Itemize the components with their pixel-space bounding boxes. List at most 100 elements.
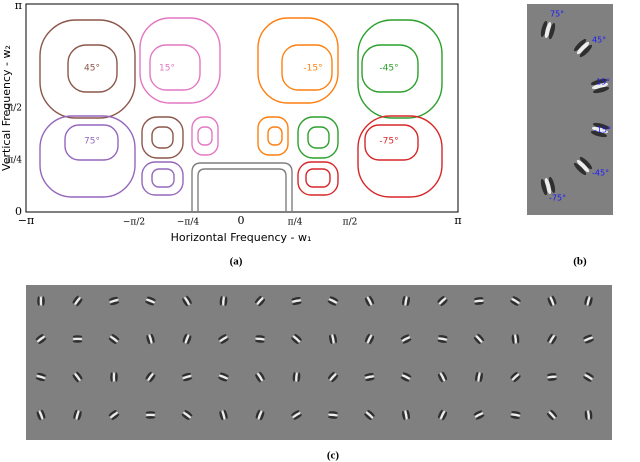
gabor-stripe [547,333,553,342]
gabor-patch [218,372,229,382]
gabor-stripe [549,334,555,344]
gabor-patch [145,296,156,306]
gabor-stripe [39,296,43,306]
gabor-stripe [364,413,372,421]
gabor-stripe [367,409,375,417]
gabor-stripe [327,371,335,380]
gabor-stripe [150,333,155,343]
contour [364,124,419,161]
gabor-stripe [328,411,338,415]
gabor-patch [540,176,556,196]
gabor-stripe [442,411,448,421]
gabor-patch [573,38,593,58]
gabor-stripe [331,334,335,344]
gabor-stripe [549,296,555,306]
gabor-patch [510,296,521,306]
gabor-stripe [364,297,370,307]
gabor-patch [291,410,302,420]
gabor-stripe [576,41,590,55]
gabor-patch [255,335,265,343]
gabor-stripe [475,335,483,343]
y-axis-label: Vertical Frequency - w₂ [0,45,13,171]
gabor-stripe [292,412,301,418]
gabor-stripe [369,295,375,305]
gabor-stripe [145,411,156,414]
gabor-stripe [579,44,593,58]
gabor-stripe [111,413,120,421]
gabor-stripe [511,373,520,381]
contour [141,116,184,159]
panel-c [26,285,612,440]
gabor-stripe [77,411,82,421]
contour [39,19,136,119]
gabor-patch [291,333,302,345]
gabor-patch [473,297,485,305]
gabor-stripe [41,409,46,419]
gabor-stripe [219,372,229,377]
gabor-stripe [255,339,265,343]
gabor-stripe [474,301,485,305]
gabor-stripe [147,373,154,381]
gabor-stripe [540,179,548,196]
gabor-patch [473,410,485,420]
contour [297,161,339,196]
gabor-patch [292,372,301,382]
caption: (b) [573,256,587,268]
contour-labels: 45° 15° -15° -45° 75° -75° [84,64,399,147]
gabor-stripe [291,410,300,416]
gabor-patch [182,295,192,307]
gabor-patch [36,409,46,421]
gabor-stripe [437,339,447,343]
gabor-stripe [223,409,228,419]
gabor-stripe [400,376,410,382]
x-tick-label: π [454,214,461,227]
gabor-stripe [584,295,588,306]
gabor-patch [511,333,520,345]
gabor-stripe [440,410,445,420]
gabor-stripe [473,410,483,416]
gabor-stripe [72,340,83,343]
gabor-stripe [365,377,375,381]
gabor-stripe [292,301,302,305]
gabor-patch [437,335,448,343]
gabor-stripe [401,374,411,380]
x-tick-label: π/2 [343,218,358,228]
gabor-stripe [220,338,229,344]
gabor-stripe [584,374,593,380]
gabor-stripe [219,411,224,421]
gabor-stripe [260,411,265,421]
gabor-stripe [291,337,299,345]
gabor-stripe [257,410,263,420]
gabor-stripe [475,414,485,420]
gabor-patch [590,122,610,138]
gabor-patch [329,333,337,345]
panel-b: 75° 45° 15° -15° -45° -75° [527,4,613,215]
gabor-stripe [110,301,120,306]
gabor-stripe [587,410,590,420]
gabor-stripe [108,337,117,345]
gabor-stripe [437,337,448,341]
gabor-stripe [552,295,557,305]
gabor-stripe [219,336,228,342]
gabor-stripe [37,335,45,343]
gabor-stripe [584,410,588,421]
gabor-stripe [573,38,587,52]
gabor-stripe [551,336,557,345]
gabor-stripe [401,336,411,342]
gabor-stripe [406,296,410,307]
caption: (a) [230,256,243,268]
gabor-stripe [221,410,226,420]
gabor-patch [37,296,45,306]
gabor-stripe [145,413,156,417]
gabor-patch [219,296,228,306]
gabor-stripe [514,334,517,344]
x-tick-label: −π [18,214,34,227]
filter-patches [35,295,594,421]
gabor-stripe [438,335,448,339]
gabor-patch [590,78,610,94]
gabor-patch [327,371,339,383]
gabor-stripe [329,296,339,302]
gabor-stripe [182,333,187,343]
gabor-patch [540,20,556,40]
gabor-patch [72,335,83,343]
